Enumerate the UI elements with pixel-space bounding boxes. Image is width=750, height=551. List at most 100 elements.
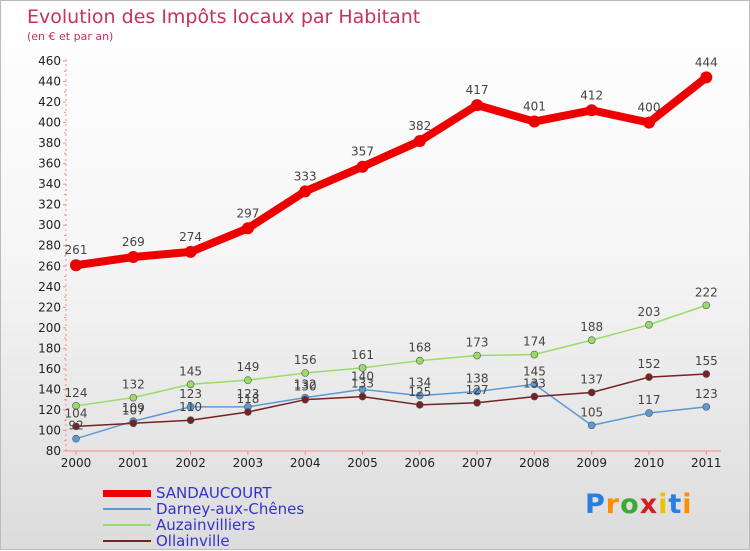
x-tick-label: 2008 <box>519 456 550 470</box>
y-tick-label: 340 <box>38 177 61 191</box>
y-tick-label: 400 <box>38 116 61 130</box>
data-point <box>186 380 195 389</box>
data-label: 107 <box>122 403 145 417</box>
data-label: 173 <box>466 336 489 350</box>
data-point <box>473 387 481 396</box>
data-point <box>301 395 310 404</box>
y-tick-label: 180 <box>38 341 61 355</box>
logo-letter: i <box>658 489 669 520</box>
data-label: 412 <box>580 88 603 102</box>
x-tick-label: 2009 <box>576 456 607 470</box>
data-label: 132 <box>294 378 317 392</box>
data-point <box>702 370 711 378</box>
data-label: 133 <box>523 377 546 391</box>
data-label: 109 <box>122 401 145 415</box>
data-point <box>415 356 424 365</box>
data-point <box>186 416 195 425</box>
data-point <box>473 398 481 407</box>
data-label: 140 <box>351 369 374 383</box>
logo-letter: x <box>639 489 659 520</box>
data-point <box>244 376 252 384</box>
data-label: 137 <box>580 373 603 387</box>
data-point <box>700 71 713 84</box>
data-label: 133 <box>351 377 374 391</box>
data-label: 174 <box>523 335 546 349</box>
chart-subtitle: (en € et par an) <box>27 30 114 43</box>
data-label: 117 <box>638 393 661 407</box>
data-label: 123 <box>179 387 202 401</box>
data-point <box>530 392 539 401</box>
data-label: 168 <box>408 341 431 355</box>
data-point <box>127 251 140 264</box>
data-point <box>530 380 539 389</box>
data-point <box>186 403 195 411</box>
x-tick-label: 2000 <box>61 456 92 470</box>
legend-swatch <box>103 524 151 526</box>
data-point <box>241 222 254 235</box>
data-label: 104 <box>65 406 88 420</box>
data-label: 274 <box>179 230 202 244</box>
data-point <box>129 419 138 428</box>
y-tick-label: 200 <box>38 321 61 335</box>
x-tick-label: 2011 <box>691 456 722 470</box>
y-tick-label: 420 <box>38 95 61 109</box>
data-point <box>585 104 598 117</box>
series-layer <box>70 71 713 443</box>
y-tick-label: 160 <box>38 362 61 376</box>
data-label: 152 <box>638 357 661 371</box>
x-tick-label: 2005 <box>347 456 378 470</box>
x-tick-label: 2004 <box>290 456 321 470</box>
data-label: 134 <box>408 376 431 390</box>
legend-label: Ollainville <box>156 532 230 550</box>
data-point <box>358 364 367 372</box>
data-label: 156 <box>294 353 317 367</box>
y-tick-label: 320 <box>38 198 61 212</box>
data-point <box>702 301 711 310</box>
data-point <box>358 392 367 401</box>
series-line-3 <box>75 373 707 428</box>
data-point <box>413 135 426 148</box>
data-point <box>645 409 653 417</box>
logo-letter: o <box>620 489 640 520</box>
legend-swatch <box>103 508 151 510</box>
data-label: 130 <box>294 380 317 394</box>
legend-label: Auzainvilliers <box>156 516 256 534</box>
logo-letter: t <box>668 489 683 520</box>
data-point <box>643 116 655 129</box>
chart-title: Evolution des Impôts locaux par Habitant <box>27 6 421 28</box>
data-point <box>129 393 138 402</box>
data-label: 417 <box>466 83 489 97</box>
proxiti-logo: Proxiti <box>585 489 693 520</box>
data-point <box>301 369 310 377</box>
data-point <box>645 320 653 329</box>
data-point <box>528 115 541 128</box>
data-point <box>415 391 424 400</box>
data-point <box>473 351 481 360</box>
data-label: 203 <box>638 305 661 319</box>
data-label: 125 <box>408 385 431 399</box>
data-point <box>587 421 596 430</box>
x-tick-label: 2007 <box>462 456 493 470</box>
y-tick-label: 100 <box>38 423 61 437</box>
data-label: 123 <box>236 387 259 401</box>
data-label: 382 <box>408 119 431 133</box>
data-point <box>702 403 711 411</box>
x-tick-label: 2001 <box>118 456 149 470</box>
data-labels: 92 109 123 123 132 140 134 138 145 105 117 123 124 13… <box>65 55 718 432</box>
data-label: 92 <box>68 419 83 433</box>
y-tick-label: 260 <box>38 259 61 273</box>
data-label: 124 <box>65 386 88 400</box>
data-label: 105 <box>580 405 603 419</box>
data-label: 400 <box>638 101 661 115</box>
x-tick-label: 2003 <box>233 456 264 470</box>
y-tick-label: 460 <box>38 54 61 68</box>
series-line-0 <box>75 74 709 270</box>
data-label: 401 <box>523 100 546 114</box>
data-label: 155 <box>695 354 718 368</box>
y-tick-label: 240 <box>38 280 61 294</box>
data-label: 222 <box>695 285 718 299</box>
y-tick-label: 220 <box>38 300 61 314</box>
data-label: 145 <box>179 364 202 378</box>
data-label: 297 <box>236 206 259 220</box>
data-label: 161 <box>351 348 374 362</box>
